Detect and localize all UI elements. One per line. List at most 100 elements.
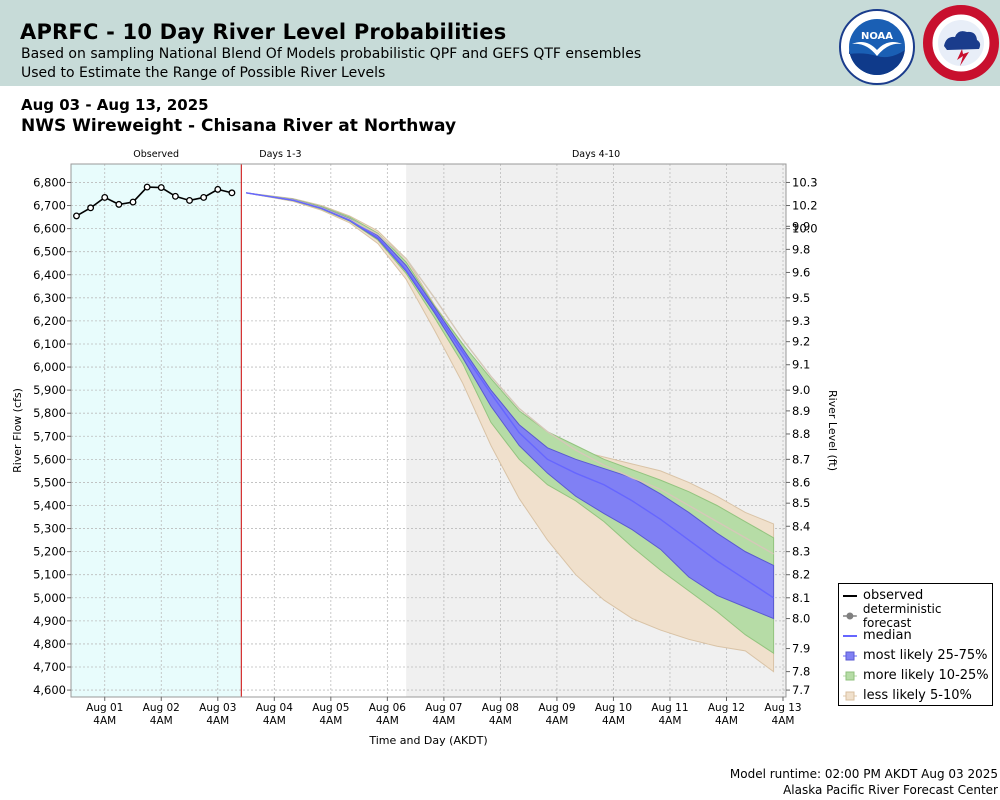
y2-tick-label: 9.9	[792, 219, 810, 233]
legend-less-likely-swatch-icon	[843, 691, 857, 700]
x-tick-label-day: Aug 10	[595, 702, 632, 714]
legend-label-most-likely: most likely 25-75%	[863, 648, 988, 663]
chart-legend: observed deterministic forecast median m…	[838, 583, 993, 706]
y2-tick-label: 8.1	[792, 591, 810, 605]
observed-point	[73, 212, 80, 220]
y-tick-label: 6,100	[33, 337, 66, 351]
x-tick-label-time: 4AM	[715, 715, 738, 727]
y-tick-label: 6,000	[33, 360, 66, 374]
y2-tick-label: 8.0	[792, 612, 810, 626]
y2-tick-label: 8.6	[792, 475, 810, 489]
y2-tick-label: 7.9	[792, 642, 810, 656]
legend-item-median: median	[843, 626, 912, 645]
x-tick-label-day: Aug 02	[143, 702, 180, 714]
y2-tick-label: 9.3	[792, 314, 810, 328]
legend-median-line-icon	[843, 634, 857, 637]
x-tick-label-time: 4AM	[602, 715, 625, 727]
y-tick-label: 4,900	[33, 614, 66, 628]
x-tick-label-day: Aug 05	[312, 702, 349, 714]
observed-period-shading	[71, 164, 242, 697]
series-line-median	[245, 192, 774, 599]
x-tick-label-day: Aug 13	[764, 702, 801, 714]
legend-deterministic-marker-icon	[843, 612, 857, 619]
legend-observed-line-icon	[843, 594, 857, 597]
x-tick-label-day: Aug 08	[482, 702, 519, 714]
y-tick-label: 5,900	[33, 383, 66, 397]
x-tick-label-day: Aug 11	[651, 702, 688, 714]
header-banner: APRFC - 10 Day River Level Probabilities…	[0, 0, 1000, 86]
x-tick-label-time: 4AM	[206, 715, 229, 727]
observed-point	[87, 204, 95, 212]
observed-point	[129, 198, 137, 206]
observed-point	[228, 189, 236, 197]
x-tick-label-day: Aug 04	[256, 702, 294, 714]
legend-label-deterministic: deterministic forecast	[862, 601, 942, 630]
nws-logo-icon[interactable]	[922, 4, 1000, 82]
y2-tick-label: 8.4	[792, 519, 810, 533]
noaa-logo-icon[interactable]: NOAA	[838, 8, 916, 86]
y-tick-label: 5,000	[33, 591, 66, 605]
y-tick-label: 5,800	[33, 406, 66, 420]
y-tick-label: 5,700	[33, 429, 66, 443]
legend-item-observed: observed	[843, 586, 923, 605]
page-title: APRFC - 10 Day River Level Probabilities	[20, 20, 507, 44]
y-tick-label: 5,400	[33, 498, 66, 512]
y-tick-label: 5,600	[33, 452, 66, 466]
legend-most-likely-swatch-icon	[843, 651, 857, 660]
y-tick-label: 4,600	[33, 683, 66, 697]
y2-tick-label: 8.9	[792, 404, 810, 418]
y-tick-label: 6,800	[33, 175, 66, 189]
y-tick-label: 4,800	[33, 637, 66, 651]
y2-tick-label: 7.8	[792, 665, 810, 679]
y2-tick-label: 9.6	[792, 265, 810, 279]
y2-tick-label: 9.5	[792, 291, 810, 305]
x-tick-label-time: 4AM	[545, 715, 568, 727]
legend-more-likely-swatch-icon	[843, 671, 857, 680]
y2-tick-label: 8.7	[792, 452, 810, 466]
x-tick-label-time: 4AM	[319, 715, 342, 727]
x-tick-label-day: Aug 01	[86, 702, 123, 714]
observed-point	[186, 197, 193, 204]
y2-tick-label: 9.0	[792, 383, 810, 397]
x-tick-label-day: Aug 03	[199, 702, 236, 714]
y-axis-label: River Flow (cfs)	[11, 388, 24, 473]
legend-item-deterministic: deterministic forecast	[843, 602, 992, 630]
forecast-center: Alaska Pacific River Forecast Center	[783, 783, 998, 797]
plot-frame	[70, 163, 787, 698]
y2-tick-label: 9.8	[792, 242, 810, 256]
y2-tick-label: 7.7	[792, 683, 810, 697]
legend-label-median: median	[863, 628, 912, 643]
observed-point	[200, 194, 208, 201]
y-tick-label: 6,700	[33, 199, 66, 213]
y-tick-label: 5,300	[33, 522, 66, 536]
observed-point	[171, 192, 179, 200]
y-tick-label: 6,400	[33, 268, 66, 282]
y-tick-label: 4,700	[33, 660, 66, 674]
x-tick-label-time: 4AM	[263, 715, 286, 727]
x-tick-label-day: Aug 12	[708, 702, 745, 714]
observed-point	[101, 194, 109, 201]
period-label-days-1-3: Days 1-3	[259, 149, 301, 160]
model-runtime: Model runtime: 02:00 PM AKDT Aug 03 2025	[729, 767, 998, 781]
y2-tick-label: 8.5	[792, 496, 810, 510]
y-tick-label: 5,100	[33, 568, 66, 582]
period-label-observed: Observed	[133, 149, 179, 160]
y2-axis-label: River Level (ft)	[826, 390, 839, 471]
subtitle-line-1: Based on sampling National Blend Of Mode…	[21, 46, 642, 62]
x-tick-label-time: 4AM	[489, 715, 512, 727]
x-tick-label-time: 4AM	[658, 715, 681, 727]
legend-item-more-likely: more likely 10-25%	[843, 666, 989, 685]
x-tick-label-day: Aug 09	[538, 702, 575, 714]
y-tick-label: 5,500	[33, 475, 66, 489]
y2-tick-label: 8.8	[792, 427, 810, 441]
period-label-days-4-10: Days 4-10	[572, 149, 620, 160]
x-tick-label-day: Aug 06	[369, 702, 407, 714]
y-tick-label: 6,300	[33, 291, 66, 305]
y2-tick-label: 10.2	[792, 199, 818, 213]
band-most-likely	[245, 192, 775, 620]
date-range: Aug 03 - Aug 13, 2025	[21, 96, 209, 114]
y2-tick-label: 8.3	[792, 545, 810, 559]
y-tick-label: 6,500	[33, 245, 66, 259]
x-tick-label-time: 4AM	[432, 715, 455, 727]
